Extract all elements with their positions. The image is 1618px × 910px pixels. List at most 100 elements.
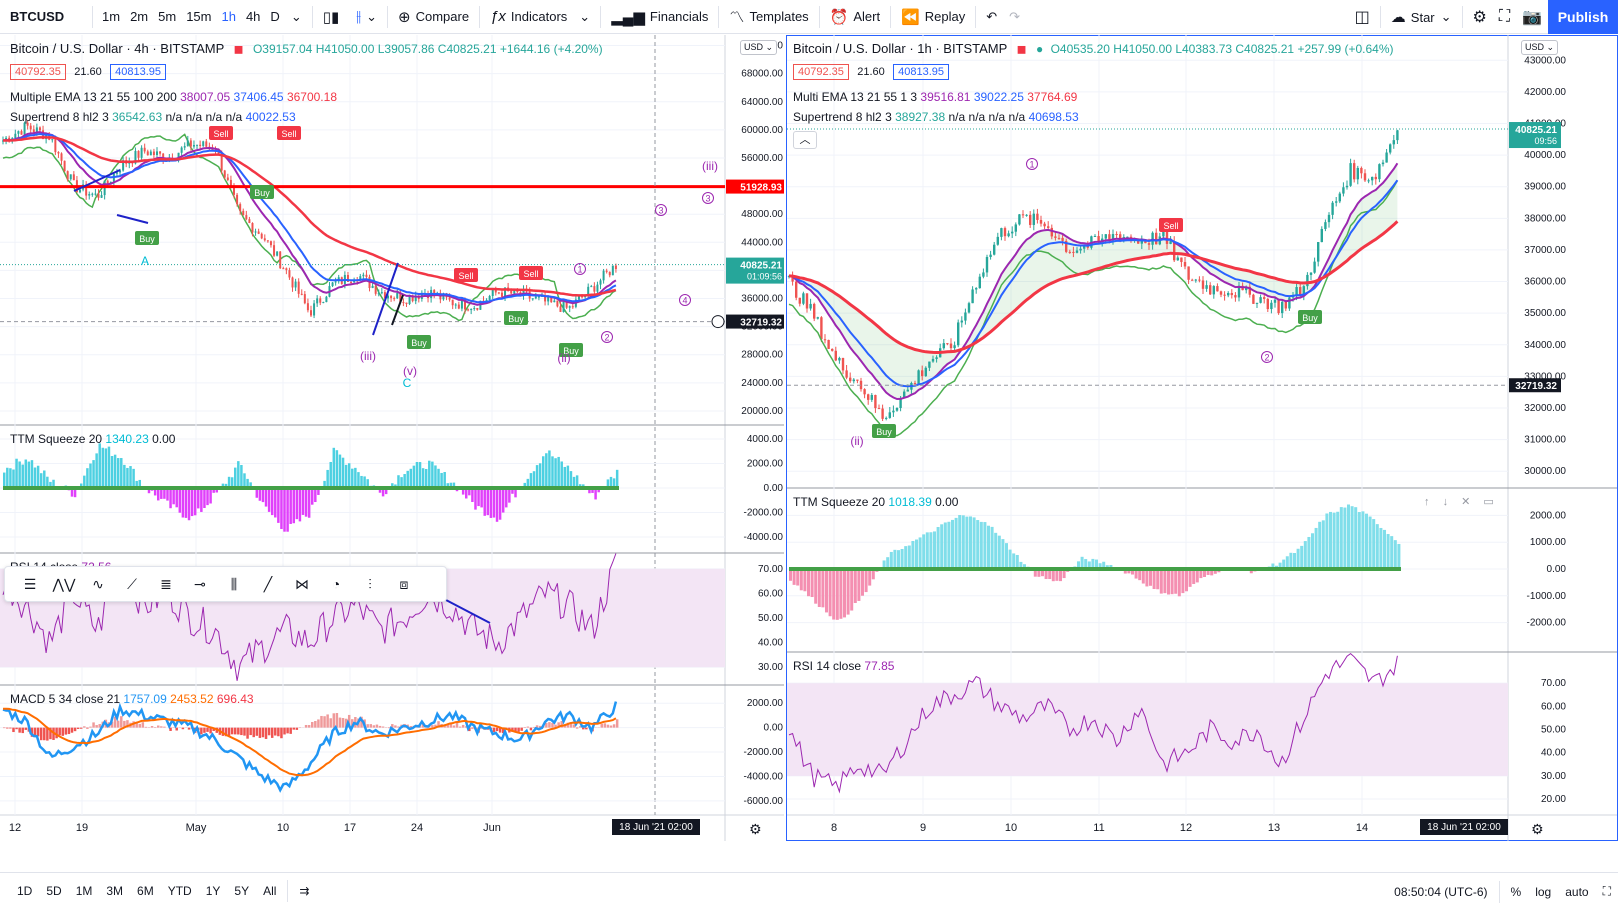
ttm-bar xyxy=(929,532,932,569)
undo-button[interactable]: ↶ xyxy=(980,0,1003,34)
macd-hist-bar xyxy=(317,719,319,727)
templates-button[interactable]: 〽Templates xyxy=(723,0,814,34)
range-6m[interactable]: 6M xyxy=(130,884,161,898)
ttm-bar xyxy=(1196,569,1199,582)
ttm-bar xyxy=(847,569,850,615)
percent-toggle[interactable]: % xyxy=(1504,885,1529,899)
clock-display[interactable]: 08:50:04 (UTC-6) xyxy=(1387,885,1494,899)
auto-toggle[interactable]: auto xyxy=(1558,885,1595,899)
right-currency-button[interactable]: USD ⌄ xyxy=(1521,40,1558,55)
star-button[interactable]: ☁Star⌄ xyxy=(1385,0,1458,34)
goto-date-button[interactable]: ⇉ xyxy=(292,884,316,898)
timeframe-1m[interactable]: 1m xyxy=(97,0,125,34)
candle-body xyxy=(881,409,883,419)
range-1m[interactable]: 1M xyxy=(69,884,100,898)
plus-circle-icon: ⊕ xyxy=(398,8,411,26)
range-ytd[interactable]: YTD xyxy=(161,884,199,898)
range-all[interactable]: All xyxy=(256,884,283,898)
timeframe-2m[interactable]: 2m xyxy=(125,0,153,34)
drag-handle-icon[interactable]: ☰ xyxy=(13,570,47,598)
divider xyxy=(1462,6,1463,28)
elliott-wave-icon[interactable]: ⋀⋁ xyxy=(47,570,81,598)
chart-type-button[interactable]: ⫲⌄ xyxy=(350,0,383,34)
move-up-icon[interactable]: ↑ xyxy=(1424,496,1430,508)
candle-body xyxy=(227,178,229,180)
layout-button[interactable]: ◫ xyxy=(1349,0,1376,34)
settings-button[interactable]: ⚙ xyxy=(1467,0,1493,34)
gann-fan-icon[interactable]: ◔ xyxy=(319,570,353,598)
bid-price-button[interactable]: 40792.35 xyxy=(10,64,66,80)
ask-price-button[interactable]: 40813.95 xyxy=(110,64,166,80)
line-tool-icon[interactable]: ╱ xyxy=(251,570,285,598)
parallel-channel-icon[interactable]: ⧈ xyxy=(387,570,421,598)
left-settings-gear-icon[interactable]: ⚙ xyxy=(749,821,762,838)
fib-retracement-icon[interactable]: ≣ xyxy=(149,570,183,598)
financials-button[interactable]: ▂▄▆Financials xyxy=(605,0,714,34)
range-1d[interactable]: 1D xyxy=(10,884,39,898)
left-ema-legend[interactable]: Multiple EMA 13 21 55 100 200 38007.05 3… xyxy=(10,90,337,104)
timeframe-1h[interactable]: 1h xyxy=(216,0,240,34)
candle-body xyxy=(501,293,503,297)
range-1y[interactable]: 1Y xyxy=(199,884,228,898)
range-5d[interactable]: 5D xyxy=(39,884,68,898)
candle-body xyxy=(1216,286,1218,291)
redo-button[interactable]: ↷ xyxy=(1003,0,1026,34)
bid-price-button[interactable]: 40792.35 xyxy=(793,64,849,80)
timeframe-5m[interactable]: 5m xyxy=(153,0,181,34)
left-ttm-legend[interactable]: TTM Squeeze 20 1340.23 0.00 xyxy=(10,432,175,446)
fib-channel-icon[interactable]: ⫶ xyxy=(353,570,387,598)
left-macd-legend[interactable]: MACD 5 34 close 21 1757.09 2453.52 696.4… xyxy=(10,692,254,706)
fullscreen-toggle[interactable]: ⛶ xyxy=(1596,884,1618,899)
right-settings-gear-icon[interactable]: ⚙ xyxy=(1531,821,1544,838)
macd-hist-bar xyxy=(548,722,550,728)
timeframe-15m[interactable]: 15m xyxy=(181,0,216,34)
chevron-down-icon: ⌄ xyxy=(291,9,302,25)
ttm-bar xyxy=(987,526,990,569)
candle-body xyxy=(107,181,109,184)
right-ttm-legend[interactable]: TTM Squeeze 20 1018.39 0.00 xyxy=(793,495,958,509)
ttm-bar xyxy=(1297,549,1300,569)
top-toolbar: BTCUSD 1m 2m 5m 15m 1h 4h D ⌄ ▯▮ ⫲⌄ ⊕Com… xyxy=(0,0,1618,34)
crosshair-price-tag: 32719.32 xyxy=(740,318,782,329)
macd-hist-bar xyxy=(68,728,70,734)
pitchfork-icon[interactable]: ⫼ xyxy=(217,570,251,598)
abc-wave-icon[interactable]: ∿ xyxy=(81,570,115,598)
replay-button[interactable]: ⏪Replay xyxy=(895,0,971,34)
candle-body xyxy=(150,152,152,156)
candle-body xyxy=(1169,241,1171,244)
ttm-bar xyxy=(1289,553,1292,569)
trendline-icon[interactable]: ⟋ xyxy=(115,570,149,598)
move-down-icon[interactable]: ↓ xyxy=(1443,496,1449,508)
timeframe-dropdown[interactable]: ⌄ xyxy=(285,0,308,34)
bar-style-button[interactable]: ▯▮ xyxy=(317,0,351,34)
right-rsi-legend[interactable]: RSI 14 close 77.85 xyxy=(793,659,894,673)
symbol-search[interactable]: BTCUSD xyxy=(0,0,88,34)
range-5y[interactable]: 5Y xyxy=(227,884,256,898)
alert-button[interactable]: ⏰Alert xyxy=(824,0,886,34)
fullscreen-button[interactable]: ⛶ xyxy=(1493,0,1516,34)
left-supertrend-legend[interactable]: Supertrend 8 hl2 3 36542.63 n/a n/a n/a … xyxy=(10,110,296,124)
close-icon[interactable]: ✕ xyxy=(1461,496,1470,508)
screenshot-button[interactable]: 📷 xyxy=(1516,0,1548,34)
right-supertrend-legend[interactable]: Supertrend 8 hl2 3 38927.38 n/a n/a n/a … xyxy=(793,110,1079,124)
publish-button[interactable]: Publish xyxy=(1548,0,1618,34)
maximize-icon[interactable]: ▭ xyxy=(1483,496,1493,508)
horizontal-ray-icon[interactable]: ⊸ xyxy=(183,570,217,598)
right-ema-legend[interactable]: Multi EMA 13 21 55 1 3 39516.81 39022.25… xyxy=(793,90,1077,104)
ask-price-button[interactable]: 40813.95 xyxy=(893,64,949,80)
compare-button[interactable]: ⊕Compare xyxy=(392,0,475,34)
timeframe-d[interactable]: D xyxy=(265,0,284,34)
timeframe-4h[interactable]: 4h xyxy=(241,0,265,34)
ttm-bar xyxy=(890,552,893,569)
collapse-legend-button[interactable]: ︿ xyxy=(793,131,817,149)
indicators-dropdown[interactable]: ⌄ xyxy=(573,0,596,34)
left-currency-button[interactable]: USD ⌄ xyxy=(740,40,777,55)
pattern-icon[interactable]: ⋈ xyxy=(285,570,319,598)
candle-body xyxy=(1148,243,1150,245)
candle-body xyxy=(1105,234,1107,238)
ttm-bar xyxy=(179,488,181,513)
log-toggle[interactable]: log xyxy=(1528,885,1558,899)
range-3m[interactable]: 3M xyxy=(99,884,130,898)
